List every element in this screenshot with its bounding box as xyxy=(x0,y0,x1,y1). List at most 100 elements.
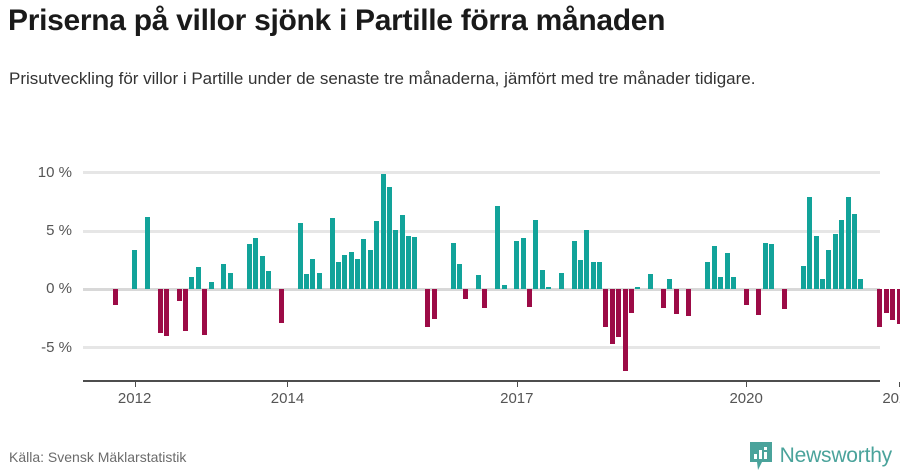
bar xyxy=(877,289,882,326)
bar xyxy=(591,262,596,290)
source-label: Källa: Svensk Mäklarstatistik xyxy=(9,448,186,466)
bar xyxy=(674,289,679,313)
bar xyxy=(336,262,341,290)
bar xyxy=(782,289,787,309)
bar xyxy=(559,273,564,289)
bar xyxy=(718,277,723,290)
x-tick-label: 2012 xyxy=(105,390,165,408)
bar xyxy=(393,230,398,289)
bar-series xyxy=(83,166,880,378)
bar xyxy=(884,289,889,312)
bar xyxy=(260,256,265,290)
bar xyxy=(247,244,252,289)
bar xyxy=(597,262,602,290)
page-title: Priserna på villor sjönk i Partille förr… xyxy=(8,2,892,40)
bar xyxy=(603,289,608,326)
bar xyxy=(164,289,169,336)
bar xyxy=(349,252,354,289)
bar xyxy=(132,250,137,290)
bar xyxy=(521,238,526,289)
newsworthy-logo[interactable]: Newsworthy xyxy=(749,440,892,472)
bar xyxy=(457,264,462,290)
bar xyxy=(744,289,749,304)
bar xyxy=(686,289,691,316)
bar xyxy=(833,234,838,290)
bar xyxy=(897,289,900,324)
bar xyxy=(202,289,207,334)
bar-chart-speech-bubble-icon xyxy=(749,441,773,471)
bar xyxy=(177,289,182,301)
bar xyxy=(546,287,551,289)
logo-wordmark: Newsworthy xyxy=(780,444,892,468)
x-tick-label: 2014 xyxy=(257,390,317,408)
bar xyxy=(266,271,271,290)
bar xyxy=(769,244,774,289)
bar xyxy=(425,289,430,326)
bar xyxy=(495,206,500,290)
plot-area xyxy=(83,166,880,378)
bar xyxy=(317,273,322,289)
bar xyxy=(635,287,640,289)
bar xyxy=(540,270,545,290)
bar xyxy=(476,275,481,289)
bar xyxy=(298,223,303,289)
bar xyxy=(374,221,379,290)
bar xyxy=(712,246,717,289)
bar xyxy=(584,230,589,289)
bar xyxy=(801,266,806,289)
bar xyxy=(451,243,456,290)
bar xyxy=(814,236,819,290)
bar xyxy=(648,274,653,289)
y-tick-label: 10 % xyxy=(2,165,72,181)
bar xyxy=(361,239,366,289)
bar xyxy=(502,285,507,290)
y-tick-label: 0 % xyxy=(2,281,72,297)
bar xyxy=(412,237,417,289)
x-tick-label: 2017 xyxy=(487,390,547,408)
bar xyxy=(189,277,194,290)
bar xyxy=(482,289,487,308)
x-tick-mark xyxy=(517,382,518,387)
bar xyxy=(145,217,150,289)
bar xyxy=(342,255,347,290)
bar xyxy=(858,279,863,289)
x-tick-mark xyxy=(746,382,747,387)
bar xyxy=(113,289,118,304)
bar xyxy=(400,215,405,290)
bar xyxy=(463,289,468,298)
bar xyxy=(763,243,768,290)
bar xyxy=(406,236,411,290)
bar xyxy=(381,174,386,289)
bar xyxy=(221,264,226,290)
bar xyxy=(890,289,895,319)
bar xyxy=(826,250,831,290)
bar-chart: 10 %5 %0 %-5 % 20122014201720202022 -3 % xyxy=(0,152,900,414)
y-tick-label: -5 % xyxy=(2,340,72,356)
bar xyxy=(228,273,233,289)
x-axis-line xyxy=(83,380,880,382)
x-tick-label: 2022 xyxy=(869,390,900,408)
bar xyxy=(629,289,634,312)
bar xyxy=(705,262,710,290)
bar xyxy=(839,220,844,290)
bar xyxy=(623,289,628,371)
x-tick-mark xyxy=(135,382,136,387)
bar xyxy=(846,197,851,289)
bar xyxy=(310,259,315,289)
x-tick-mark xyxy=(287,382,288,387)
bar xyxy=(533,220,538,290)
page-subtitle: Prisutveckling för villor i Partille und… xyxy=(9,65,893,92)
bar xyxy=(158,289,163,332)
bar xyxy=(209,282,214,289)
bar xyxy=(279,289,284,323)
bar xyxy=(578,260,583,289)
bar xyxy=(355,259,360,289)
bar xyxy=(572,241,577,290)
x-tick-label: 2020 xyxy=(716,390,776,408)
bar xyxy=(661,289,666,308)
bar xyxy=(514,241,519,290)
chart-footer: Källa: Svensk Mäklarstatistik Newsworthy xyxy=(0,440,900,474)
bar xyxy=(807,197,812,289)
bar xyxy=(330,218,335,289)
